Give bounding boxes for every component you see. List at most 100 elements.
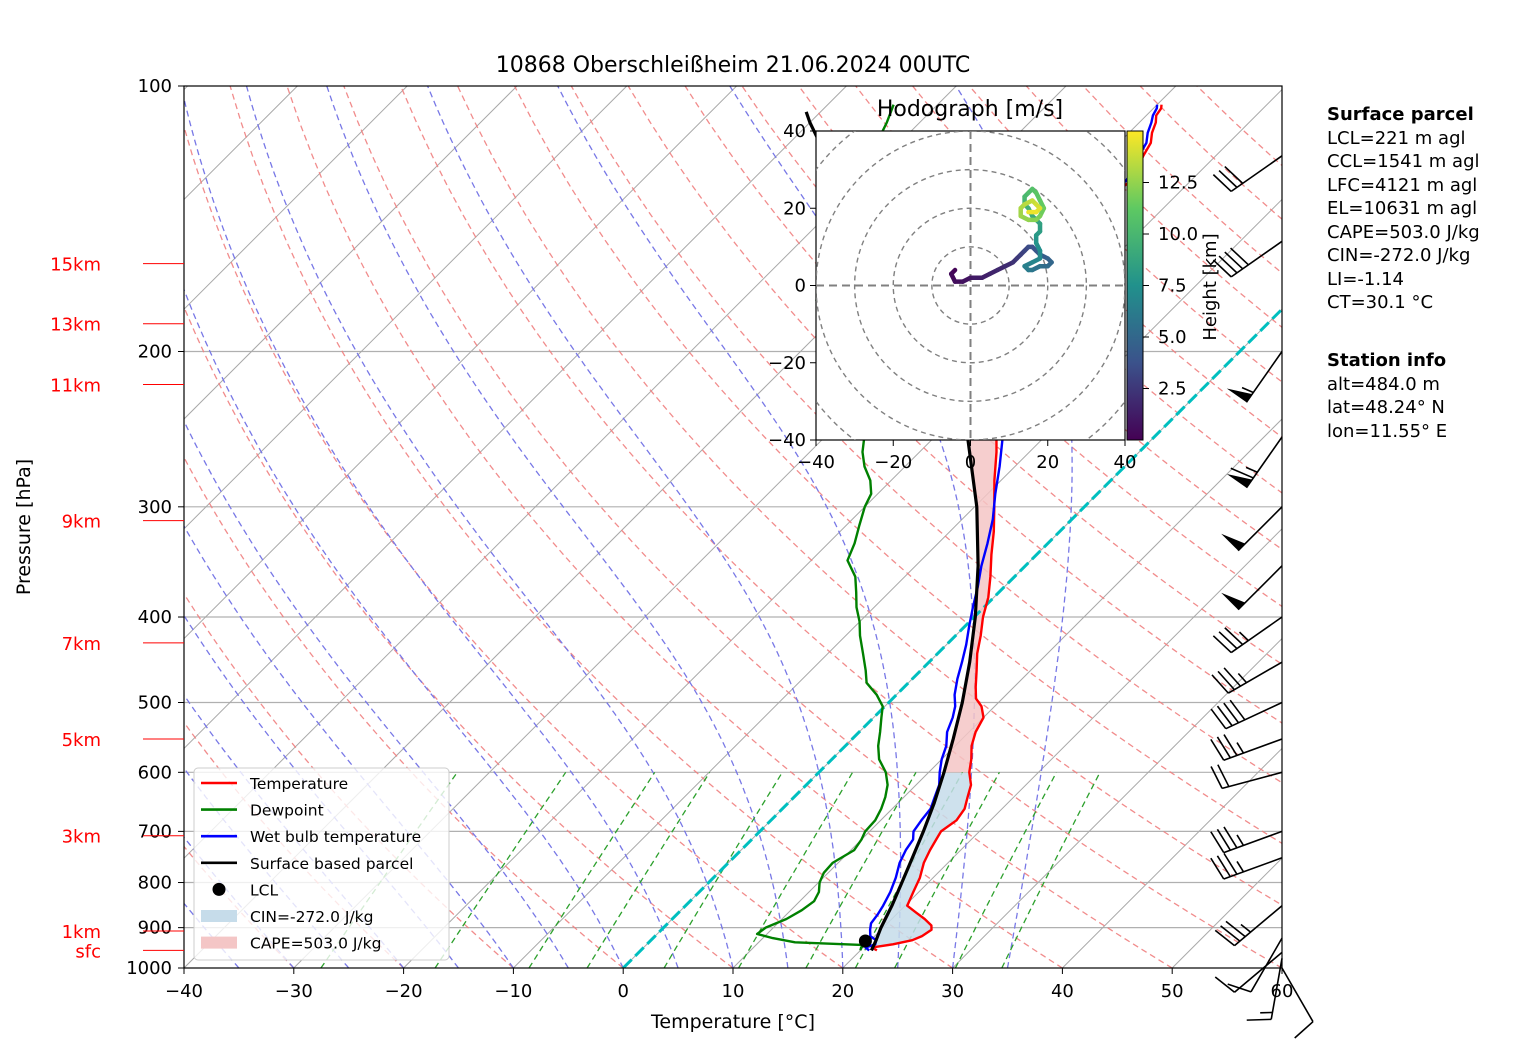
dry-adiabat — [184, 456, 624, 968]
parcel-info-line: CAPE=503.0 J/kg — [1327, 221, 1480, 243]
colorbar-tick-label: 2.5 — [1158, 379, 1187, 400]
wind-barb-flag — [1220, 925, 1241, 942]
legend-entry: CIN=-272.0 J/kg — [250, 908, 373, 926]
moist-adiabat — [184, 524, 514, 968]
height-label: 3km — [62, 827, 101, 848]
wind-barb-staff — [1245, 351, 1283, 403]
wind-barb-staff — [1237, 565, 1283, 611]
wind-barb-flag — [1214, 929, 1236, 947]
wind-barb-half-flag — [1241, 386, 1254, 394]
wind-barb — [1246, 958, 1283, 1021]
mixing-ratio-line — [805, 771, 917, 968]
wind-barb-flag — [1223, 667, 1242, 687]
height-label: 7km — [62, 634, 101, 655]
wind-barb — [1226, 351, 1283, 403]
wind-barb-staff — [1223, 830, 1283, 854]
x-tick-label: 40 — [1051, 981, 1074, 1002]
legend-entry: Temperature — [249, 775, 348, 793]
station-info-line: alt=484.0 m — [1327, 373, 1440, 395]
x-tick-label: −20 — [385, 981, 423, 1002]
wind-barb-staff — [1250, 937, 1283, 993]
hodograph-y-tick-label: 20 — [783, 198, 806, 219]
moist-adiabat — [245, 86, 734, 968]
dry-adiabat — [184, 124, 844, 968]
moist-adiabat — [427, 86, 844, 968]
wind-barb — [1210, 826, 1283, 854]
hodograph-ring — [853, 168, 1088, 403]
hodograph-x-tick-label: −40 — [797, 452, 835, 473]
wind-barbs — [1210, 155, 1314, 1039]
legend-entry: Dewpoint — [250, 802, 324, 820]
dry-adiabat — [400, 86, 1282, 968]
wind-barb — [1226, 436, 1283, 489]
x-tick-label: 30 — [941, 981, 964, 1002]
wind-barb-pennant — [1221, 592, 1246, 610]
wind-barb-flag — [1218, 255, 1238, 274]
y-tick-label: 100 — [138, 76, 172, 97]
wind-barb-staff — [1233, 905, 1283, 947]
moist-adiabat — [184, 614, 460, 968]
wind-barb-pennant — [1226, 474, 1253, 488]
hodograph-title: Hodograph [m/s] — [877, 97, 1063, 122]
isotherm-gridline — [513, 198, 1282, 968]
dry-adiabat — [513, 86, 1282, 845]
moist-adiabat — [184, 902, 240, 968]
isotherm-gridline — [184, 86, 737, 640]
wind-barb-flag — [1246, 1018, 1272, 1021]
wind-barb-staff — [1233, 951, 1283, 993]
isotherm-gridline — [184, 86, 518, 420]
wind-barb-flag — [1223, 734, 1238, 756]
wind-barb-staff — [1270, 958, 1283, 1020]
x-tick-label: 0 — [617, 981, 628, 1002]
isotherm-gridline — [952, 637, 1282, 968]
y-tick-label: 200 — [138, 342, 172, 363]
colorbar-tick-label: 12.5 — [1158, 173, 1198, 194]
legend-swatch — [201, 910, 237, 922]
axis-ticks: −40 −30 −20 −10 0 10 20 30 40 50 60100200300400500… — [126, 76, 1293, 1002]
isotherm-gridline — [732, 418, 1282, 968]
legend-swatch — [212, 882, 226, 896]
wind-barb-flag — [1210, 857, 1225, 880]
wind-barb-flag — [1223, 702, 1240, 724]
wind-barb-staff — [1230, 155, 1283, 193]
wind-barb-flag — [1216, 828, 1231, 851]
wind-barb-half-flag — [1236, 834, 1245, 846]
x-tick-label: 20 — [831, 981, 854, 1002]
wind-barb-flag — [1229, 699, 1246, 721]
x-tick-label: 50 — [1161, 981, 1184, 1002]
wind-barb-staff — [1221, 771, 1283, 790]
wind-barb — [1214, 905, 1283, 947]
wind-barb — [1211, 661, 1283, 694]
x-axis-label: Temperature [°C] — [650, 1011, 815, 1033]
cin-area — [871, 773, 971, 951]
wind-barb — [1212, 155, 1283, 193]
parcel-info-line: LI=-1.14 — [1327, 268, 1404, 290]
wind-barb-flag — [1217, 764, 1230, 787]
wind-barb-flag — [1212, 174, 1232, 192]
hodograph-y-tick-label: 40 — [783, 121, 806, 142]
wind-barb — [1212, 240, 1283, 278]
colorbar-label: Height [km] — [1200, 233, 1221, 340]
wind-barb-flag — [1217, 670, 1235, 691]
wind-barb-flag — [1216, 736, 1231, 759]
x-tick-label: −10 — [494, 981, 532, 1002]
wind-barb-staff — [1225, 701, 1283, 730]
parcel-info-line: CT=30.1 °C — [1327, 292, 1434, 313]
moist-adiabat — [326, 86, 789, 968]
wind-barb-flag — [1218, 170, 1238, 188]
wind-barb-flag — [1210, 831, 1225, 854]
wind-barb-flag — [1210, 738, 1225, 761]
dry-adiabat — [286, 86, 1063, 968]
wind-barb — [1210, 764, 1283, 790]
y-axis-label: Pressure [hPa] — [13, 459, 35, 595]
wind-barb — [1227, 937, 1283, 993]
x-tick-label: −40 — [165, 981, 203, 1002]
hodograph-ring — [892, 207, 1049, 364]
wind-barb-flag — [1210, 766, 1223, 789]
isotherm-gridline — [184, 86, 847, 750]
hodograph-ring — [931, 246, 1010, 325]
cape-cin-shading — [871, 408, 998, 951]
x-tick-label: 10 — [722, 981, 745, 1002]
wind-barb-half-flag — [1237, 672, 1248, 684]
